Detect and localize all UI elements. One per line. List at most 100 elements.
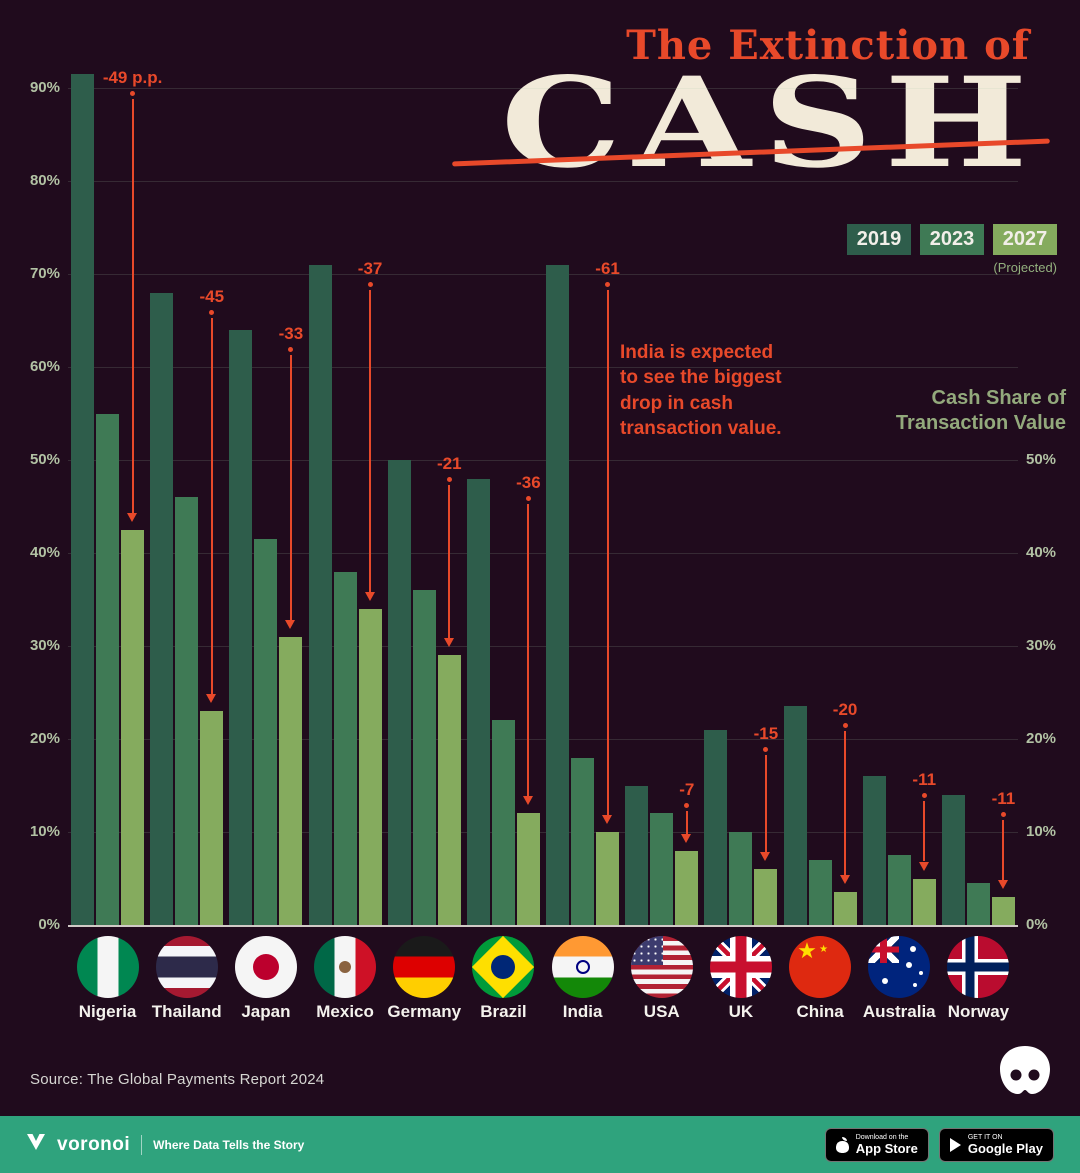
y-axis-tick-right-0: 0% <box>1026 916 1048 933</box>
axis-baseline <box>68 925 1018 927</box>
germany-flag-icon <box>393 936 456 998</box>
drop-line-mexico <box>369 289 372 592</box>
drop-label-usa: -7 <box>679 779 695 799</box>
drop-label-india: -61 <box>595 258 620 278</box>
india-annotation: India is expected to see the biggest dro… <box>620 342 782 439</box>
bar-thailand-2023 <box>175 497 199 925</box>
y-axis-tick-left-60: 60% <box>29 358 60 375</box>
drop-arrowhead-japan <box>285 619 296 629</box>
legend-row: 2019 2023 2027 <box>847 224 1057 255</box>
gridline-40 <box>68 553 1018 554</box>
bar-norway-2019 <box>941 794 965 925</box>
bar-usa-2023 <box>650 813 674 925</box>
bar-china-2027 <box>833 892 857 925</box>
y-axis-tick-left-50: 50% <box>29 451 60 468</box>
bar-china-2023 <box>808 859 832 925</box>
drop-line-nigeria <box>131 99 134 513</box>
bar-brazil-2019 <box>466 478 490 925</box>
y-axis-tick-left-20: 20% <box>29 730 60 747</box>
drop-label-uk: -15 <box>753 723 779 743</box>
footer-brand-name: voronoi <box>57 1133 131 1155</box>
y-axis-tick-left-10: 10% <box>29 823 60 840</box>
drop-arrowhead-norway <box>997 880 1008 890</box>
bar-china-2019 <box>783 706 807 925</box>
bar-usa-2019 <box>625 785 649 925</box>
drop-label-germany: -21 <box>436 454 462 473</box>
india-flag-icon <box>551 936 614 998</box>
footer-brand-group: voronoi Where Data Tells the Story <box>26 1133 304 1156</box>
country-label-japan: Japan <box>241 1002 291 1021</box>
gridline-70 <box>68 274 1018 275</box>
title-prefix: The Extinction of <box>626 22 1030 69</box>
country-label-india: India <box>562 1002 603 1021</box>
drop-line-norway <box>1002 819 1005 881</box>
australia-flag-icon <box>868 936 931 998</box>
drop-arrowhead-china <box>839 875 850 885</box>
drop-line-china <box>844 731 847 876</box>
country-label-usa: USA <box>643 1002 680 1021</box>
country-label-norway: Norway <box>947 1002 1010 1021</box>
google-play-icon <box>949 1137 961 1152</box>
gridline-50 <box>68 460 1018 461</box>
y-axis-tick-left-0: 0% <box>38 916 60 933</box>
japan-flag-icon <box>234 936 297 998</box>
drop-line-australia <box>923 801 926 862</box>
nigeria-flag-icon <box>76 936 139 998</box>
legend-projected-note: (Projected) <box>993 260 1057 275</box>
drop-dot-japan <box>288 346 294 352</box>
bar-mexico-2023 <box>333 571 357 925</box>
google-play-caption: GET IT ON <box>967 1133 1003 1141</box>
drop-dot-nigeria <box>130 91 136 97</box>
drop-line-brazil <box>527 503 530 797</box>
bar-germany-2023 <box>412 590 436 925</box>
gridline-80 <box>68 181 1018 182</box>
chart-legend: 2019 2023 2027 (Projected) <box>847 224 1057 275</box>
y-axis-tick-left-40: 40% <box>29 544 60 561</box>
drop-line-germany <box>448 485 451 639</box>
drop-dot-thailand <box>209 309 215 315</box>
gridline-30 <box>68 646 1018 647</box>
country-label-brazil: Brazil <box>480 1002 527 1021</box>
drop-dot-mexico <box>367 281 373 287</box>
app-store-label: App Store <box>855 1140 918 1156</box>
bar-usa-2027 <box>675 850 699 925</box>
bar-nigeria-2027 <box>121 529 145 925</box>
country-label-china: China <box>796 1002 844 1021</box>
footer-bar: voronoi Where Data Tells the Story Downl… <box>0 1116 1080 1173</box>
drop-dot-usa <box>684 802 690 808</box>
drop-line-uk <box>764 754 767 853</box>
drop-dot-brazil <box>525 495 531 501</box>
drop-line-usa <box>685 810 688 834</box>
bar-india-2019 <box>546 264 570 925</box>
bar-japan-2023 <box>254 539 278 925</box>
footer-tagline: Where Data Tells the Story <box>153 1137 305 1152</box>
app-store-badge[interactable]: Download on the App Store <box>824 1127 929 1162</box>
bar-uk-2019 <box>704 729 728 925</box>
drop-label-thailand: -45 <box>199 286 225 306</box>
y-axis-tick-right-50: 50% <box>1026 451 1057 468</box>
norway-flag-icon <box>947 936 1010 998</box>
footer-divider <box>141 1134 143 1155</box>
bar-uk-2023 <box>729 832 753 925</box>
drop-label-brazil: -36 <box>516 472 541 492</box>
drop-arrowhead-usa <box>681 833 692 843</box>
drop-line-thailand <box>210 317 213 695</box>
mexico-flag-icon <box>314 936 377 998</box>
bar-mexico-2027 <box>358 608 382 925</box>
drop-label-australia: -11 <box>912 770 937 790</box>
y-axis-tick-right-40: 40% <box>1026 544 1057 561</box>
y-axis-tick-right-10: 10% <box>1026 823 1057 840</box>
drop-arrowhead-thailand <box>206 694 217 704</box>
drop-dot-norway <box>1000 811 1006 817</box>
bar-australia-2027 <box>912 878 936 925</box>
gridline-10 <box>68 832 1018 833</box>
drop-line-japan <box>289 354 292 620</box>
bar-japan-2027 <box>279 636 303 925</box>
bar-thailand-2019 <box>150 292 174 925</box>
y-axis-tick-left-90: 90% <box>29 79 60 96</box>
drop-dot-india <box>605 281 611 287</box>
right-axis-label: Cash Share of Transaction Value <box>895 387 1066 434</box>
bar-brazil-2027 <box>516 813 540 925</box>
google-play-badge[interactable]: GET IT ON Google Play <box>938 1127 1054 1162</box>
